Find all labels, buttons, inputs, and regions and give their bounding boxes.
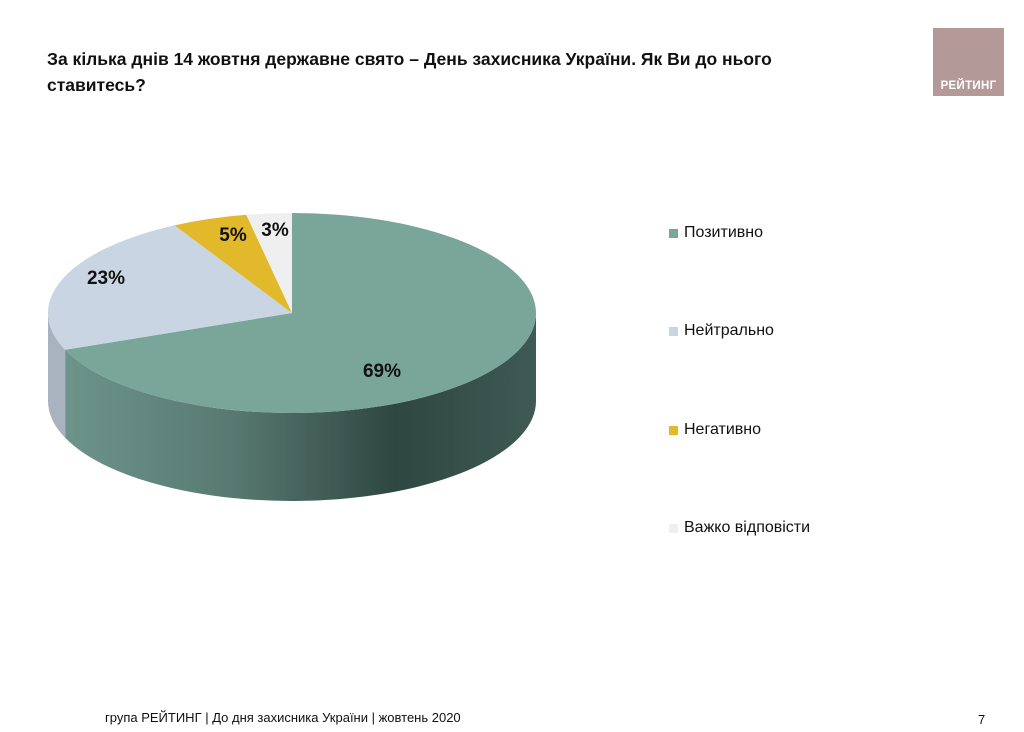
data-label: 5% <box>219 225 247 246</box>
legend-swatch <box>669 326 678 336</box>
pie-slice-2 <box>47 225 292 350</box>
logo-text: РЕЙТИНГ <box>940 80 997 92</box>
legend-item: Позитивно <box>669 224 763 242</box>
legend-item: Нейтрально <box>669 322 774 340</box>
data-label: 69% <box>363 361 401 382</box>
legend-item: Важко відповісти <box>669 519 810 537</box>
data-label: 23% <box>87 268 125 289</box>
legend-swatch <box>669 228 678 238</box>
legend-label: Нейтрально <box>684 322 774 339</box>
rating-logo: РЕЙТИНГ <box>933 28 1004 96</box>
legend-item: Негативно <box>669 421 761 439</box>
pie-side-2 <box>48 313 66 438</box>
pie-slice-1 <box>65 213 536 413</box>
legend-label: Позитивно <box>684 224 763 241</box>
pie-slice-4 <box>246 213 292 313</box>
legend-label: Важко відповісти <box>684 519 811 536</box>
legend-label: Негативно <box>684 421 761 438</box>
legend-swatch <box>669 523 678 533</box>
pie-slice-3 <box>174 214 292 313</box>
legend-swatch <box>669 425 678 435</box>
pie-side-1 <box>65 313 537 502</box>
slide-title: За кілька днів 14 жовтня державне свято … <box>47 49 772 95</box>
data-label: 3% <box>261 220 289 241</box>
footer: група РЕЙТИНГ | До дня захисника України… <box>105 710 461 725</box>
page-number: 7 <box>978 712 986 727</box>
